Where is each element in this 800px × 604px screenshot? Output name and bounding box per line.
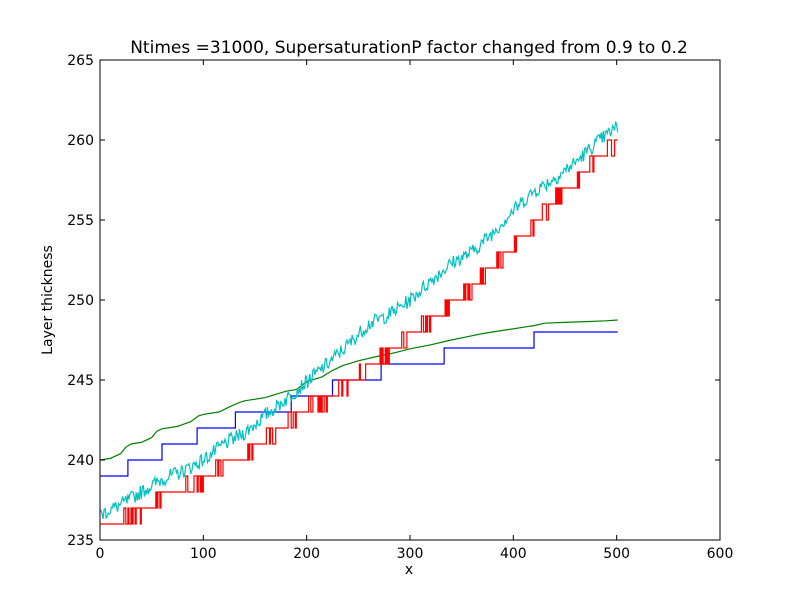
x-tick-label: 500: [603, 546, 630, 562]
y-tick-label: 235: [67, 533, 94, 549]
y-tick-label: 260: [67, 133, 94, 149]
series-layer: [99, 121, 619, 525]
series-line-3: [100, 139, 618, 525]
y-tick-label: 245: [67, 373, 94, 389]
x-tick-label: 200: [293, 546, 320, 562]
y-axis-label: Layer thickness: [40, 245, 56, 355]
y-tick-label: 240: [67, 453, 94, 469]
y-tick-label: 265: [67, 53, 94, 69]
series-line-4: [99, 121, 619, 520]
y-tick-label: 250: [67, 293, 94, 309]
x-tick-label: 400: [500, 546, 527, 562]
y-tick-label: 255: [67, 213, 94, 229]
tick-layer: 0 100 200 300 400 500 600 235 240 245 250 255 260 265: [67, 53, 733, 562]
x-tick-label: 100: [190, 546, 217, 562]
plot-frame: [99, 59, 721, 541]
series-line-2: [99, 319, 618, 461]
x-tick-label: 600: [707, 546, 734, 562]
x-tick-label: 0: [96, 546, 105, 562]
x-axis-label: x: [405, 562, 413, 578]
series-line-1: [100, 331, 618, 477]
x-tick-label: 300: [397, 546, 424, 562]
chart-title: Ntimes =31000, SupersaturationP factor c…: [130, 38, 688, 58]
